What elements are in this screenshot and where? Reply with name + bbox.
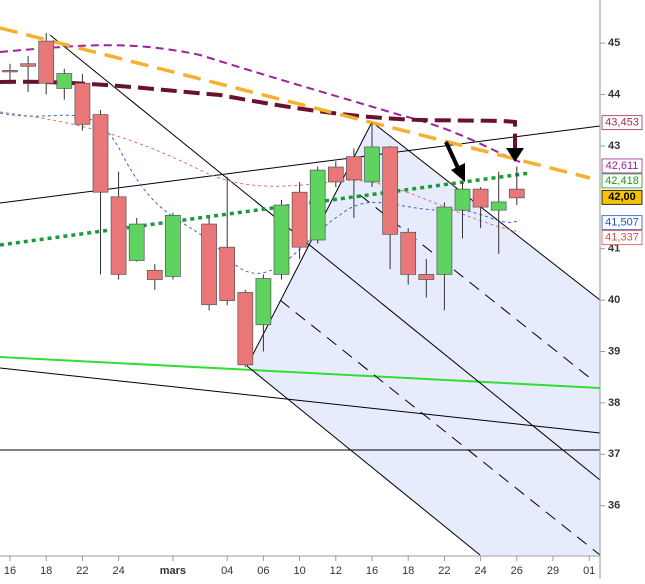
moving-average — [0, 79, 517, 150]
candle-body — [92, 114, 109, 193]
price-label-box — [601, 173, 643, 189]
candles — [2, 32, 525, 367]
candle-body — [146, 269, 163, 280]
candle-body — [2, 70, 18, 73]
trend-line — [0, 356, 601, 389]
candle-body — [128, 223, 145, 261]
candle-body — [418, 274, 435, 280]
moving-average — [0, 111, 521, 233]
price-label: 42,00 — [608, 191, 636, 203]
x-tick-label: 22 — [438, 565, 450, 577]
pitchfork-line — [371, 121, 601, 301]
candle-body — [255, 278, 272, 326]
pitchfork-area — [247, 122, 600, 555]
y-tick-label: 44 — [608, 88, 621, 100]
price-label: 43,453 — [605, 117, 639, 129]
pitchfork-dashed — [359, 194, 591, 379]
y-tick-label: 45 — [608, 37, 620, 49]
x-tick-label: 06 — [257, 565, 269, 577]
x-tick-label: 22 — [76, 565, 88, 577]
candle-body — [165, 214, 181, 277]
candle-body — [74, 82, 91, 125]
y-tick-label: 41 — [608, 243, 620, 255]
resistance-line — [0, 26, 591, 180]
y-tick-label: 38 — [608, 397, 620, 409]
x-tick-label: 18 — [40, 565, 52, 577]
pitchfork-line — [246, 365, 481, 556]
price-label-box — [601, 230, 643, 246]
x-tick-label: 12 — [330, 565, 342, 577]
price-label-box — [601, 189, 643, 205]
price-label: 42,418 — [605, 175, 639, 187]
y-tick-label: 40 — [608, 294, 620, 306]
y-tick-label: 39 — [608, 345, 620, 357]
candle-body — [346, 156, 362, 181]
arrow — [444, 141, 460, 169]
candle-body — [20, 63, 36, 67]
arrow-head — [451, 163, 465, 182]
price-label: 42,611 — [606, 160, 639, 172]
candle-body — [472, 188, 489, 208]
x-tick-label: 04 — [221, 565, 233, 577]
x-tick-label: 18 — [402, 565, 414, 577]
moving-average — [0, 44, 521, 163]
x-tick-label: 01 — [583, 565, 595, 577]
candle-body — [273, 204, 290, 275]
arrow-head — [506, 148, 524, 162]
channel-line — [49, 34, 601, 481]
candle-body — [110, 196, 127, 275]
x-tick-label: 29 — [547, 565, 559, 577]
y-tick-label: 37 — [608, 448, 620, 460]
candle-body — [291, 191, 308, 248]
candle-body — [364, 146, 380, 183]
candle-body — [38, 40, 55, 84]
candle-body — [201, 223, 217, 306]
candle-body — [309, 169, 326, 241]
pitchfork-dashed — [279, 299, 601, 556]
x-tick-label: 24 — [112, 565, 124, 577]
x-tick-label: 24 — [474, 565, 486, 577]
trend-line — [0, 367, 601, 434]
candle-body — [382, 146, 398, 235]
price-label: 41,507 — [605, 217, 639, 229]
indicators — [0, 26, 601, 556]
candle-body — [508, 188, 525, 199]
candle-body — [56, 73, 73, 89]
candle-body — [237, 292, 254, 366]
y-tick-label: 36 — [608, 500, 620, 512]
x-tick-label: mars — [160, 565, 186, 577]
candle-body — [454, 188, 471, 211]
x-tick-label: 26 — [511, 565, 523, 577]
moving-average — [0, 171, 531, 247]
x-tick-label: 10 — [293, 565, 305, 577]
candle-body — [490, 201, 507, 211]
price-label: 41,337 — [605, 232, 639, 244]
price-label-box — [601, 215, 643, 231]
x-tick-label: 16 — [366, 565, 378, 577]
y-tick-label: 43 — [608, 140, 620, 152]
candle-body — [436, 206, 453, 275]
candle-body — [327, 166, 344, 183]
price-label-box — [601, 115, 643, 131]
price-label-box — [601, 158, 643, 174]
x-tick-label: 16 — [4, 565, 16, 577]
candle-body — [219, 246, 236, 301]
candle-body — [400, 231, 417, 275]
